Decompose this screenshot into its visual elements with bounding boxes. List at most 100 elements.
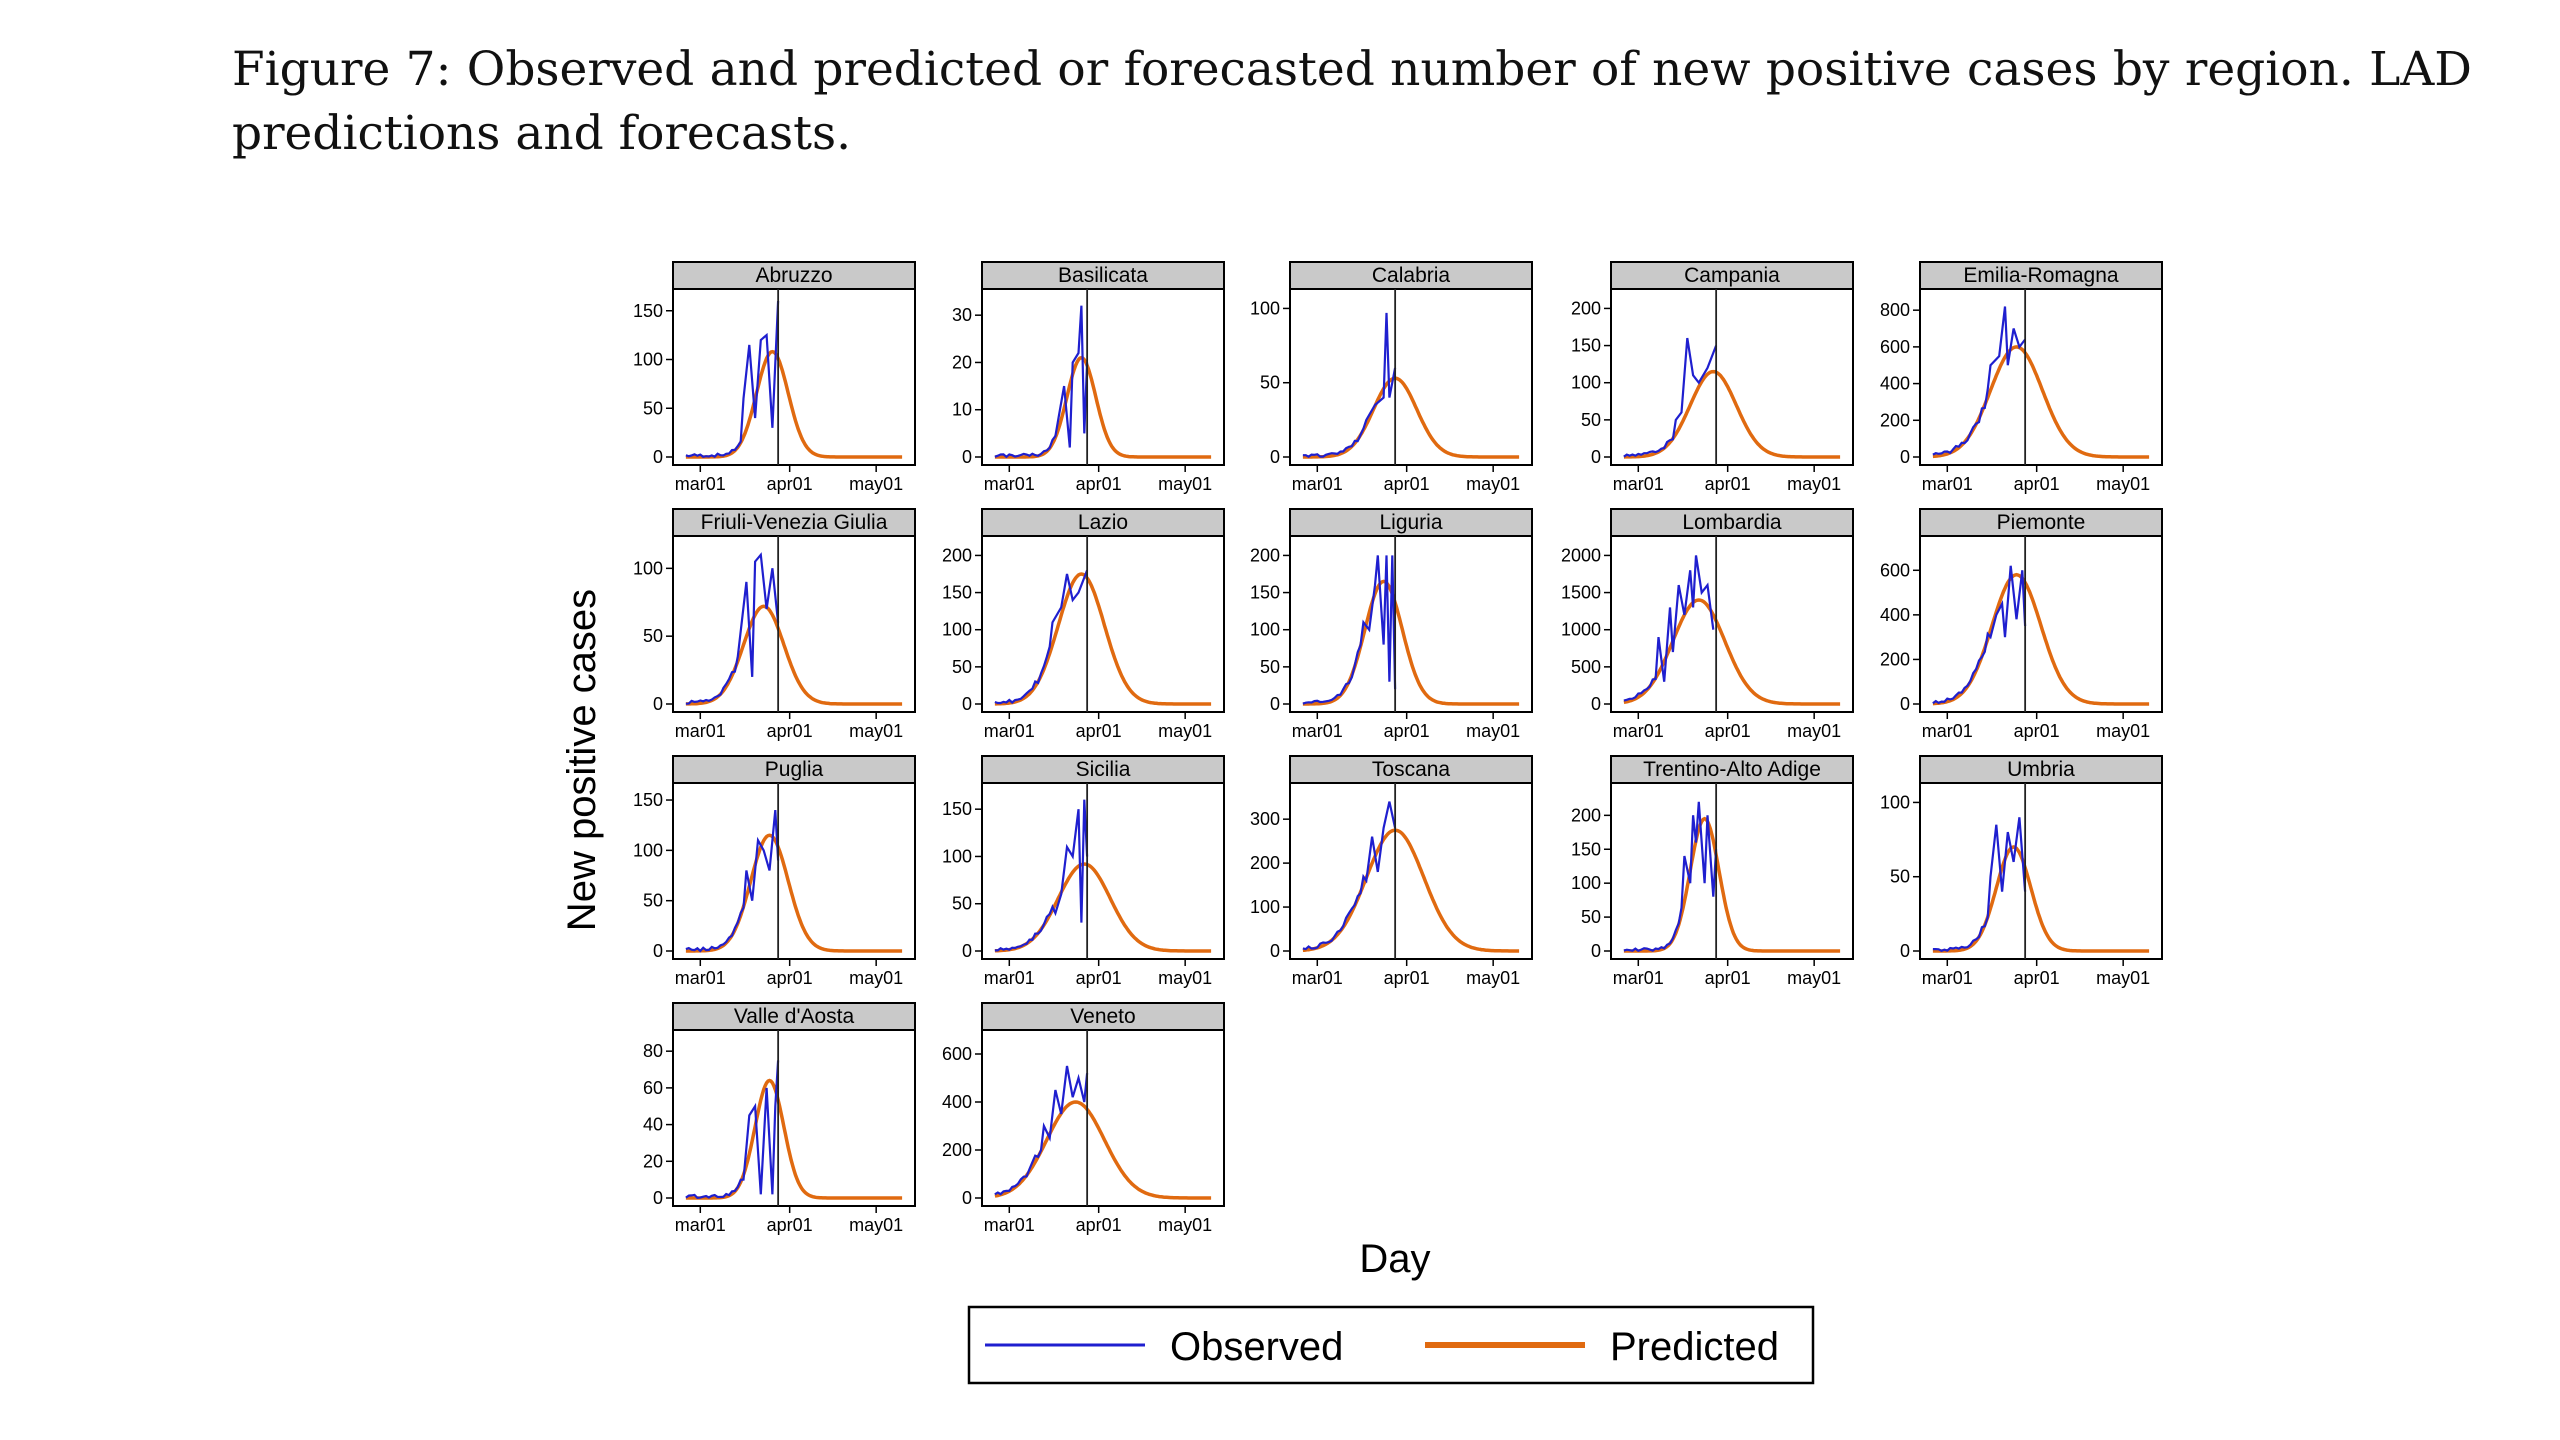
y-tick-label: 100	[1250, 620, 1280, 640]
x-tick-label: may01	[849, 968, 903, 988]
predicted-line	[1302, 828, 1520, 953]
facet-panel: Basilicata 0 10 20 30 mar01 apr01 may01	[952, 261, 1225, 494]
plot-area	[981, 1029, 1225, 1207]
observed-line	[685, 552, 780, 705]
x-tick-label: apr01	[767, 474, 813, 494]
facet-panel: Umbria 0 50 100 mar01 apr01 may01	[1880, 755, 2163, 988]
facet-strip	[1289, 755, 1533, 784]
facet-title: Toscana	[1372, 758, 1451, 781]
x-tick-label: may01	[1466, 474, 1520, 494]
x-tick-label: mar01	[984, 721, 1035, 741]
facet-title: Basilicata	[1058, 264, 1148, 287]
x-tick-label: apr01	[1384, 968, 1430, 988]
observed-line	[685, 300, 780, 459]
x-tick-label: apr01	[1705, 721, 1751, 741]
y-tick-label: 50	[1581, 907, 1601, 927]
x-tick-label: apr01	[2014, 474, 2060, 494]
y-tick-label: 600	[1880, 560, 1910, 580]
observed-line	[1302, 555, 1397, 705]
y-tick-label: 150	[1250, 583, 1280, 603]
x-tick-label: apr01	[1384, 474, 1430, 494]
y-tick-label: 80	[643, 1041, 663, 1061]
facet-title: Campania	[1684, 264, 1780, 287]
y-tick-label: 0	[653, 694, 663, 714]
y-tick-label: 500	[1571, 657, 1601, 677]
x-tick-label: apr01	[2014, 968, 2060, 988]
plot-area	[981, 782, 1225, 960]
facet-panel: Calabria 0 50 100 mar01 apr01 may01	[1250, 261, 1533, 494]
y-tick-label: 200	[1880, 410, 1910, 430]
x-tick-label: apr01	[1076, 474, 1122, 494]
x-tick-label: mar01	[984, 1215, 1035, 1235]
plot-area	[1289, 782, 1533, 960]
plot-area	[981, 288, 1225, 466]
facet-panel: Friuli-Venezia Giulia 0 50 100 mar01 apr01 may…	[633, 508, 916, 741]
x-tick-label: mar01	[675, 721, 726, 741]
x-tick-label: may01	[1787, 474, 1841, 494]
plot-area	[1919, 782, 2163, 960]
x-tick-label: may01	[1466, 721, 1520, 741]
y-tick-label: 30	[952, 305, 972, 325]
x-tick-label: may01	[2096, 968, 2150, 988]
facet-panel: Emilia-Romagna 0 200 400 600 800 mar01 apr01 may…	[1880, 261, 2163, 494]
y-tick-label: 50	[952, 894, 972, 914]
plot-area	[672, 288, 916, 466]
x-tick-label: mar01	[675, 1215, 726, 1235]
x-tick-label: may01	[849, 1215, 903, 1235]
x-tick-label: may01	[1787, 968, 1841, 988]
observed-line	[994, 569, 1089, 705]
facet-title: Piemonte	[1997, 511, 2086, 534]
y-tick-label: 60	[643, 1078, 663, 1098]
y-tick-label: 2000	[1561, 545, 1601, 565]
x-tick-label: mar01	[1292, 968, 1343, 988]
x-tick-label: may01	[1158, 968, 1212, 988]
y-tick-label: 0	[1900, 447, 1910, 467]
x-tick-label: mar01	[1613, 474, 1664, 494]
y-tick-label: 20	[643, 1151, 663, 1171]
observed-line	[1932, 306, 2026, 456]
y-tick-label: 600	[1880, 337, 1910, 357]
predicted-line	[1623, 816, 1841, 953]
y-tick-label: 150	[1571, 839, 1601, 859]
y-tick-label: 50	[1890, 867, 1910, 887]
facet-panel: Puglia 0 50 100 150 mar01 apr01 may01	[633, 755, 916, 988]
legend-observed-label: Observed	[1170, 1325, 1343, 1369]
plot-area	[1610, 535, 1854, 713]
y-axis-title: New positive cases	[560, 589, 604, 931]
x-tick-label: apr01	[2014, 721, 2060, 741]
y-tick-label: 200	[1571, 298, 1601, 318]
y-tick-label: 150	[942, 799, 972, 819]
observed-line	[994, 799, 1089, 952]
facet-strip	[981, 755, 1225, 784]
y-tick-label: 1000	[1561, 620, 1601, 640]
x-tick-label: may01	[849, 721, 903, 741]
y-tick-label: 200	[942, 545, 972, 565]
x-tick-label: apr01	[767, 1215, 813, 1235]
y-tick-label: 50	[643, 398, 663, 418]
predicted-line	[1302, 376, 1520, 459]
x-tick-label: mar01	[1922, 474, 1973, 494]
facet-title: Abruzzo	[755, 264, 832, 287]
y-tick-label: 150	[942, 583, 972, 603]
y-tick-label: 50	[643, 891, 663, 911]
x-tick-label: may01	[1787, 721, 1841, 741]
predicted-line	[1302, 579, 1520, 706]
facet-title: Valle d'Aosta	[734, 1005, 855, 1028]
predicted-line	[994, 1100, 1212, 1200]
facet-panel: Toscana 0 100 200 300 mar01 apr01 may01	[1250, 755, 1533, 988]
x-tick-label: mar01	[1922, 721, 1973, 741]
y-tick-label: 50	[643, 626, 663, 646]
y-tick-label: 600	[942, 1044, 972, 1064]
facet-title: Lazio	[1078, 511, 1128, 534]
x-tick-label: may01	[1466, 968, 1520, 988]
x-tick-label: apr01	[1076, 968, 1122, 988]
facet-strip	[1610, 508, 1854, 537]
plot-area	[1919, 288, 2163, 466]
y-tick-label: 0	[1591, 694, 1601, 714]
x-tick-label: mar01	[1292, 721, 1343, 741]
y-tick-label: 20	[952, 352, 972, 372]
y-tick-label: 150	[1571, 336, 1601, 356]
x-tick-label: may01	[2096, 474, 2150, 494]
y-tick-label: 100	[1250, 298, 1280, 318]
facet-strip	[1919, 755, 2163, 784]
